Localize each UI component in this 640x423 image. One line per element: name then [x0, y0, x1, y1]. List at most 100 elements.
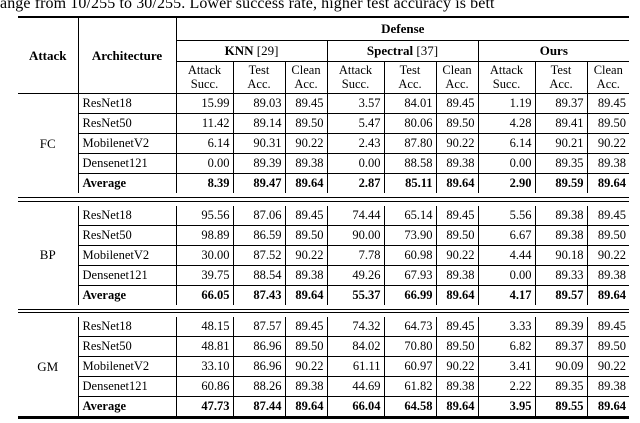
column-header-architecture: Architecture	[78, 18, 177, 94]
architecture-cell: Densenet121	[78, 153, 177, 174]
value-cell: 89.37	[534, 336, 587, 357]
results-table: Attack Architecture Defense KNN [29] Spec…	[18, 16, 630, 419]
value-cell: 74.44	[326, 205, 384, 225]
value-cell: 90.22	[435, 244, 478, 265]
value-cell: 84.01	[383, 94, 436, 114]
citation-ref: [29]	[256, 43, 279, 58]
metric-column-header: Test Acc.	[534, 61, 587, 94]
value-cell: 86.96	[232, 336, 285, 357]
value-cell: 89.38	[586, 153, 629, 174]
value-cell: 89.47	[232, 173, 285, 193]
value-cell: 0.00	[326, 153, 384, 174]
value-cell: 90.09	[534, 356, 587, 377]
value-cell: 2.90	[477, 173, 535, 193]
table-body-blocks: FC ResNet18 15.99 89.03 89.45 3.57 84.01 89.45 1…	[18, 94, 629, 416]
value-cell: 89.50	[284, 224, 327, 245]
citation-ref: [37]	[416, 43, 439, 58]
table-row: MobilenetV2 33.10 86.96 90.22 61.11 60.97 90.2…	[18, 356, 629, 377]
value-cell: 89.50	[435, 336, 478, 357]
metric-header-line2: Acc.	[549, 77, 573, 91]
value-cell: 65.14	[383, 205, 436, 225]
value-cell: 89.64	[435, 173, 478, 193]
value-cell: 89.38	[586, 376, 629, 397]
metric-header-line2: Acc.	[294, 77, 318, 91]
value-cell: 89.64	[586, 396, 629, 416]
value-cell: 87.80	[383, 133, 436, 154]
table-top-rule	[18, 16, 629, 18]
table-row: MobilenetV2 6.14 90.31 90.22 2.43 87.80 90.22 6…	[18, 133, 629, 154]
value-cell: 89.38	[435, 264, 478, 285]
value-cell: 89.64	[586, 173, 629, 193]
value-cell: 0.00	[477, 264, 535, 285]
value-cell: 64.73	[383, 317, 436, 337]
metric-header-line2: Succ.	[341, 77, 370, 91]
value-cell: 1.19	[477, 94, 535, 114]
column-header-attack: Attack	[18, 18, 79, 94]
value-cell: 48.15	[175, 317, 233, 337]
value-cell: 88.58	[383, 153, 436, 174]
value-cell: 89.45	[284, 94, 327, 114]
value-cell: 89.64	[586, 284, 629, 305]
value-cell: 90.22	[284, 133, 327, 154]
value-cell: 89.64	[284, 284, 327, 305]
value-cell: 89.45	[435, 94, 478, 114]
table-row: GM ResNet18 48.15 87.57 89.45 74.32 64.73 89.45…	[18, 317, 629, 416]
value-cell: 90.22	[586, 356, 629, 377]
value-cell: 2.43	[326, 133, 384, 154]
value-cell: 89.50	[586, 113, 629, 134]
header-row-defense: Attack Architecture Defense	[18, 18, 630, 94]
value-cell: 89.38	[435, 376, 478, 397]
value-cell: 98.89	[175, 224, 233, 245]
value-cell: 90.18	[534, 244, 587, 265]
value-cell: 30.00	[175, 244, 233, 265]
block-separator-rule	[18, 308, 629, 313]
value-cell: 87.43	[232, 284, 285, 305]
value-cell: 90.22	[435, 356, 478, 377]
value-cell: 87.44	[232, 396, 285, 416]
value-cell: 0.00	[175, 153, 233, 174]
attack-block-gm: GM ResNet18 48.15 87.57 89.45 74.32 64.73 89.45…	[18, 317, 629, 416]
value-cell: 89.45	[435, 317, 478, 337]
table-row: ResNet50 98.89 86.59 89.50 90.00 73.90 89.50 6.…	[18, 224, 629, 245]
method-header-knn: KNN [29]	[175, 40, 327, 62]
value-cell: 60.97	[383, 356, 436, 377]
value-cell: 70.80	[383, 336, 436, 357]
value-cell: 74.32	[326, 317, 384, 337]
attack-type-cell: GM	[18, 317, 79, 416]
metric-header-line2: Succ.	[492, 77, 521, 91]
value-cell: 6.14	[477, 133, 535, 154]
value-cell: 89.50	[284, 336, 327, 357]
table-row: Average 66.05 87.43 89.64 55.37 66.99 89.64 4.1…	[18, 284, 629, 305]
table-header: Attack Architecture Defense KNN [29] Spec…	[18, 18, 630, 94]
value-cell: 3.57	[326, 94, 384, 114]
architecture-cell: Average	[78, 173, 177, 193]
value-cell: 5.47	[326, 113, 384, 134]
value-cell: 86.96	[232, 356, 285, 377]
value-cell: 33.10	[175, 356, 233, 377]
value-cell: 48.81	[175, 336, 233, 357]
value-cell: 61.11	[326, 356, 384, 377]
value-cell: 89.59	[534, 173, 587, 193]
value-cell: 87.06	[232, 205, 285, 225]
value-cell: 89.64	[435, 396, 478, 416]
value-cell: 39.75	[175, 264, 233, 285]
value-cell: 89.39	[232, 153, 285, 174]
metric-header-line2: Succ.	[190, 77, 219, 91]
value-cell: 6.14	[175, 133, 233, 154]
metric-column-header: Test Acc.	[232, 61, 285, 94]
metric-column-header: Attack Succ.	[326, 61, 384, 94]
value-cell: 7.78	[326, 244, 384, 265]
header-row-metrics: Attack Succ. Test Acc. Clean Acc. Attack Succ. T…	[18, 61, 630, 94]
table-row: MobilenetV2 30.00 87.52 90.22 7.78 60.98 90.22…	[18, 244, 629, 265]
value-cell: 89.38	[284, 153, 327, 174]
table-row: FC ResNet18 15.99 89.03 89.45 3.57 84.01 89.45 1…	[18, 94, 629, 193]
value-cell: 60.98	[383, 244, 436, 265]
value-cell: 89.38	[435, 153, 478, 174]
value-cell: 86.59	[232, 224, 285, 245]
architecture-cell: MobilenetV2	[78, 356, 177, 377]
value-cell: 4.28	[477, 113, 535, 134]
value-cell: 6.82	[477, 336, 535, 357]
value-cell: 89.37	[534, 94, 587, 114]
value-cell: 3.95	[477, 396, 535, 416]
